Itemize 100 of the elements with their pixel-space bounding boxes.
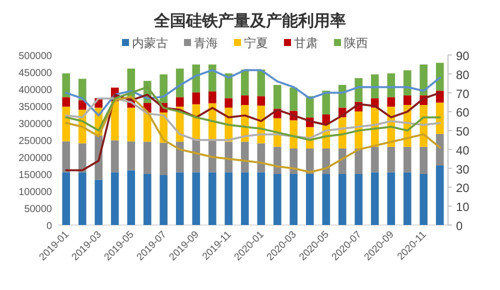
bar [257, 172, 266, 225]
bar [240, 70, 249, 96]
y2-tick-label: 60 [456, 106, 470, 120]
bar [127, 170, 136, 225]
bar [62, 172, 70, 225]
bar [110, 101, 119, 140]
bar [208, 91, 216, 104]
bar [322, 148, 330, 174]
bar [208, 172, 216, 225]
bar [192, 92, 200, 104]
y2-tick-label: 30 [456, 162, 470, 176]
bar [240, 142, 249, 172]
bar [224, 98, 233, 108]
bar [62, 73, 70, 98]
bar [176, 172, 184, 225]
y-tick-label: 250000 [18, 136, 52, 147]
bar [306, 148, 314, 174]
bar [192, 172, 200, 225]
bar [143, 112, 152, 142]
y2-tick-label: 70 [456, 86, 470, 101]
bar [78, 78, 86, 100]
y-tick-label: 0 [46, 221, 52, 232]
bar [176, 97, 184, 107]
line-series [65, 97, 441, 141]
bar [273, 174, 282, 225]
bar [176, 68, 184, 98]
bar [192, 140, 200, 172]
y-tick-label: 300000 [18, 119, 52, 130]
bar [257, 96, 266, 106]
y2-tick-label: 0 [456, 219, 463, 233]
bar [322, 90, 330, 114]
y2-tick-label: 10 [456, 200, 470, 214]
bar [160, 142, 168, 176]
bar [160, 175, 168, 225]
line-series [65, 86, 441, 141]
bar [273, 84, 282, 109]
bar [338, 84, 346, 108]
bar [354, 174, 363, 225]
y2-tick-label: 40 [456, 143, 470, 158]
bar [420, 64, 428, 96]
bar [224, 73, 233, 98]
bar [436, 62, 444, 91]
y2-tick-label: 20 [456, 181, 470, 196]
y-tick-label: 400000 [18, 85, 52, 96]
legend-label: 甘肃 [294, 36, 318, 50]
bar [436, 166, 444, 225]
bar [127, 141, 136, 170]
bar [306, 174, 314, 225]
bar [387, 146, 396, 172]
bar [354, 78, 363, 102]
bar [208, 140, 216, 172]
bar [338, 174, 346, 225]
bar [354, 148, 363, 174]
bar [160, 74, 168, 103]
bar [420, 174, 428, 225]
y2-tick-label: 90 [456, 49, 470, 63]
bar [224, 142, 233, 172]
bar [224, 172, 233, 225]
bar [403, 70, 412, 96]
bar [176, 142, 184, 172]
bar [290, 120, 298, 148]
bar [143, 142, 152, 174]
bar [290, 148, 298, 174]
legend-label: 青海 [194, 36, 218, 50]
bar [62, 141, 70, 172]
bar [306, 96, 314, 118]
bar [94, 180, 103, 225]
bar [403, 95, 412, 105]
bar [110, 140, 119, 172]
bar [257, 70, 266, 96]
bar [78, 143, 86, 172]
y2-tick-label: 80 [456, 68, 470, 82]
legend-label: 宁夏 [244, 36, 268, 50]
bar [403, 146, 412, 172]
y-tick-label: 150000 [18, 170, 52, 181]
bar [436, 134, 444, 166]
bar [273, 146, 282, 174]
bar [78, 172, 86, 225]
bar [370, 74, 379, 98]
y-tick-label: 350000 [18, 102, 52, 113]
bar [240, 95, 249, 105]
bar [436, 90, 444, 103]
bar [420, 146, 428, 174]
bar [127, 108, 136, 142]
y-tick-label: 200000 [18, 153, 52, 164]
bar [192, 64, 200, 92]
bar [257, 143, 266, 172]
bar [208, 64, 216, 92]
bar [370, 146, 379, 172]
legend-label: 陕西 [344, 36, 368, 50]
bar [110, 172, 119, 225]
bar [387, 172, 396, 225]
bar [338, 148, 346, 174]
bar [62, 97, 70, 107]
bar [143, 174, 152, 225]
bar [370, 172, 379, 225]
bar [322, 174, 330, 225]
y-tick-label: 100000 [18, 187, 52, 198]
chart-title: 全国硅铁产量及产能利用率 [153, 11, 346, 30]
y-tick-label: 450000 [18, 68, 52, 79]
